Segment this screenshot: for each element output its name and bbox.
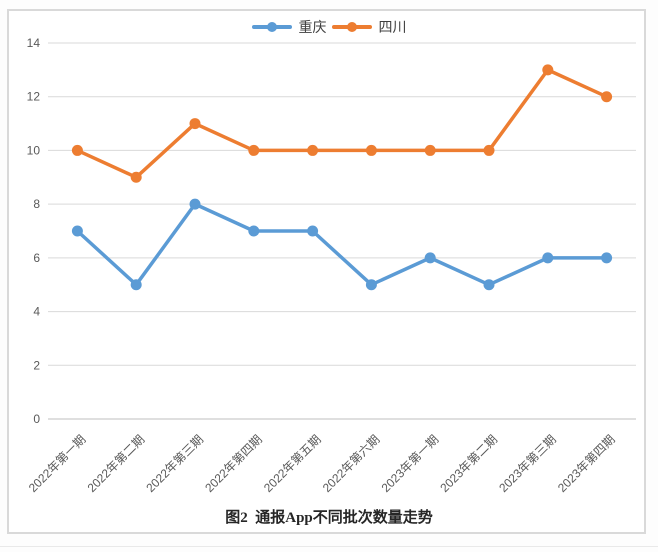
legend-label: 重庆 — [298, 19, 327, 35]
y-tick-label: 12 — [27, 90, 41, 104]
data-point-chongqing — [424, 252, 436, 264]
x-tick-label: 2022年第六期 — [320, 432, 383, 495]
legend-line-marker-icon — [331, 22, 372, 32]
data-point-sichuan — [424, 144, 436, 156]
y-tick-label: 8 — [33, 197, 40, 211]
data-point-chongqing — [542, 252, 554, 264]
y-tick-label: 4 — [33, 305, 40, 319]
x-tick-label: 2022年第一期 — [26, 432, 89, 495]
x-tick-label: 2023年第一期 — [379, 432, 442, 495]
data-point-sichuan — [248, 144, 260, 156]
y-tick-label: 14 — [27, 36, 41, 50]
data-point-sichuan — [71, 144, 83, 156]
chart-legend: 重庆 四川 — [0, 20, 658, 34]
x-tick-label: 2022年第二期 — [85, 432, 148, 495]
data-point-chongqing — [365, 279, 377, 291]
data-point-chongqing — [71, 225, 83, 237]
y-tick-label: 0 — [33, 412, 40, 426]
figure-caption: 图2 通报App不同批次数量走势 — [225, 510, 433, 526]
data-point-sichuan — [365, 144, 377, 156]
data-point-sichuan — [189, 118, 201, 130]
data-point-sichuan — [307, 144, 319, 156]
x-tick-label: 2023年第三期 — [496, 432, 559, 495]
x-tick-label: 2022年第五期 — [261, 432, 324, 495]
data-point-sichuan — [601, 91, 613, 103]
legend-item-chongqing: 重庆 — [251, 19, 327, 35]
data-point-chongqing — [483, 279, 495, 291]
y-tick-label: 6 — [33, 251, 40, 265]
data-point-chongqing — [130, 279, 142, 291]
x-tick-label: 2023年第二期 — [437, 432, 500, 495]
series-line-sichuan — [75, 68, 609, 180]
page-bottom-rule — [0, 546, 658, 547]
legend-dot-icon — [266, 22, 277, 32]
legend-item-sichuan: 四川 — [331, 19, 407, 35]
data-point-chongqing — [307, 225, 319, 237]
data-point-chongqing — [189, 198, 201, 210]
legend-line-marker-icon — [251, 22, 292, 32]
x-tick-label: 2022年第三期 — [143, 432, 206, 495]
data-point-sichuan — [542, 64, 554, 76]
data-point-chongqing — [601, 252, 613, 264]
legend-dot-icon — [346, 22, 357, 32]
legend-label: 四川 — [378, 19, 407, 35]
y-tick-label: 10 — [27, 143, 41, 157]
series-line-chongqing — [75, 202, 609, 287]
y-tick-label: 2 — [33, 358, 40, 372]
data-point-sichuan — [130, 171, 142, 183]
x-tick-label: 2023年第四期 — [555, 432, 618, 495]
data-point-chongqing — [248, 225, 260, 237]
data-point-sichuan — [483, 144, 495, 156]
x-tick-label: 2022年第四期 — [202, 432, 265, 495]
